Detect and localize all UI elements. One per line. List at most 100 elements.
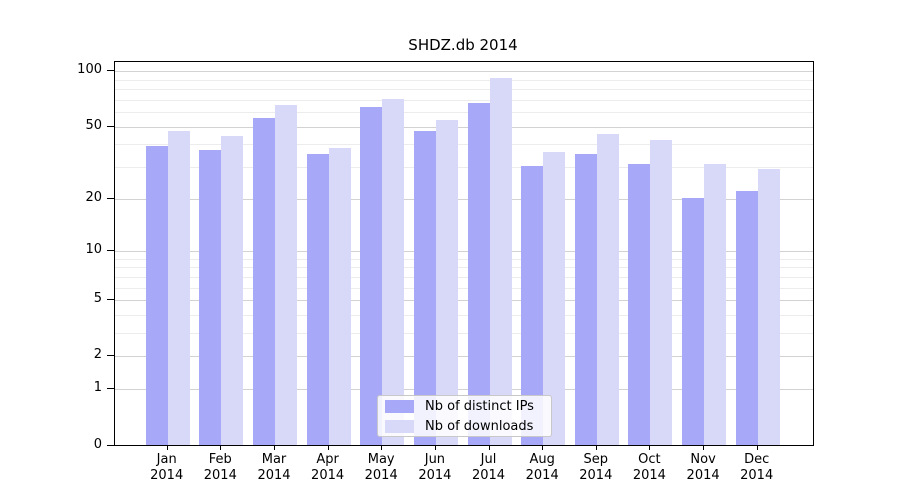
x-axis-tick [542, 445, 544, 450]
x-axis-tick-label: Jun 2014 [408, 452, 462, 484]
bar-distinct-ips [253, 118, 275, 445]
x-tick-month: Aug [529, 452, 555, 467]
y-axis-tick-label: 100 [77, 62, 102, 77]
x-tick-month: Jul [480, 452, 497, 467]
y-axis-tick-label: 2 [93, 347, 102, 363]
gridline-minor [115, 88, 813, 90]
x-tick-year: 2014 [257, 468, 291, 483]
x-axis-tick-label: Oct 2014 [622, 452, 676, 484]
bar-distinct-ips [360, 107, 383, 445]
gridline-minor [115, 276, 813, 278]
x-tick-year: 2014 [203, 468, 237, 483]
x-axis-tick [166, 445, 168, 450]
x-tick-year: 2014 [525, 468, 559, 483]
y-axis-tick-label: 1 [93, 380, 102, 396]
gridline-minor [115, 79, 813, 81]
gridline-major [115, 251, 813, 252]
gridline-minor [115, 99, 813, 101]
legend-swatch-distinct-ips [385, 399, 414, 413]
bar-distinct-ips [306, 154, 329, 445]
legend-item: Nb of downloads [385, 419, 543, 434]
y-axis-tick [107, 299, 114, 301]
x-tick-month: Nov [690, 452, 716, 467]
bar-downloads [435, 119, 458, 445]
x-tick-year: 2014 [632, 468, 666, 483]
bar-distinct-ips [574, 154, 597, 445]
x-tick-month: Jan [156, 452, 177, 467]
gridline-minor [115, 166, 813, 168]
x-axis-tick-label: Aug 2014 [515, 452, 569, 484]
x-tick-year: 2014 [311, 468, 345, 483]
x-axis-tick-label: Jan 2014 [140, 452, 194, 484]
legend-swatch-downloads [385, 419, 414, 433]
y-axis-tick [107, 125, 114, 127]
x-axis-tick [274, 445, 275, 450]
x-tick-year: 2014 [740, 468, 774, 483]
bar-downloads [489, 78, 512, 445]
x-axis-tick-label: Jul 2014 [462, 452, 516, 484]
bar-downloads [543, 151, 566, 445]
gridline-major [115, 126, 813, 128]
gridline-minor [115, 287, 813, 289]
gridline-minor [115, 111, 813, 113]
x-tick-month: Oct [638, 452, 661, 467]
bar-downloads [328, 147, 351, 445]
x-tick-month: Sep [583, 452, 609, 467]
x-axis-tick-label: Nov 2014 [676, 452, 730, 484]
y-axis-tick-label: 20 [85, 189, 102, 205]
y-axis-tick [107, 197, 114, 199]
x-tick-month: Mar [261, 452, 287, 467]
gridline-major [115, 198, 813, 200]
x-axis-tick-label: May 2014 [354, 452, 408, 484]
x-axis-tick [703, 445, 705, 450]
x-tick-year: 2014 [364, 468, 398, 483]
bar-downloads [704, 163, 727, 445]
legend-label: Nb of distinct IPs [425, 398, 534, 414]
x-axis-tick [488, 445, 490, 450]
gridline-minor [115, 333, 813, 335]
x-tick-month: Jun [424, 452, 446, 467]
gridline-major [115, 300, 813, 302]
x-axis-tick [756, 445, 758, 450]
gridline-minor [115, 144, 813, 146]
y-axis-tick [107, 70, 114, 71]
gridline-minor [115, 315, 813, 316]
x-axis-tick [220, 445, 222, 450]
gridline-major [115, 71, 813, 72]
x-axis-tick-label: Mar 2014 [247, 452, 301, 484]
gridline-major [115, 389, 813, 391]
bar-downloads [221, 136, 244, 445]
x-tick-year: 2014 [418, 468, 452, 483]
x-axis-tick [595, 445, 597, 450]
x-axis-tick [327, 445, 329, 450]
bar-distinct-ips [628, 163, 651, 445]
bar-distinct-ips [467, 102, 490, 445]
y-axis-tick-label: 10 [85, 242, 102, 257]
y-axis-tick [107, 355, 114, 357]
y-axis-tick [107, 250, 114, 251]
y-axis-tick-label: 0 [93, 436, 102, 452]
x-axis-tick-label: Feb 2014 [193, 452, 247, 484]
x-axis-tick [649, 445, 651, 450]
chart-title: SHDZ.db 2014 [408, 36, 518, 54]
y-axis-tick [107, 388, 114, 390]
bar-downloads [650, 139, 673, 445]
bar-distinct-ips [682, 197, 705, 445]
bar-distinct-ips [521, 166, 544, 445]
x-tick-year: 2014 [150, 468, 184, 483]
x-tick-month: Feb [208, 452, 232, 467]
legend: Nb of distinct IPs Nb of downloads [377, 395, 552, 437]
bar-distinct-ips [199, 149, 222, 445]
x-tick-year: 2014 [579, 468, 613, 483]
y-axis-tick-label: 50 [85, 117, 102, 133]
x-axis-tick [434, 445, 436, 450]
x-axis-tick-label: Apr 2014 [301, 452, 355, 484]
x-axis-tick [381, 445, 383, 450]
x-axis-tick-label: Dec 2014 [730, 452, 784, 484]
bar-downloads [382, 99, 405, 445]
bar-distinct-ips [413, 130, 436, 445]
bar-downloads [757, 168, 780, 445]
x-tick-year: 2014 [686, 468, 720, 483]
x-axis-tick-label: Sep 2014 [569, 452, 623, 484]
